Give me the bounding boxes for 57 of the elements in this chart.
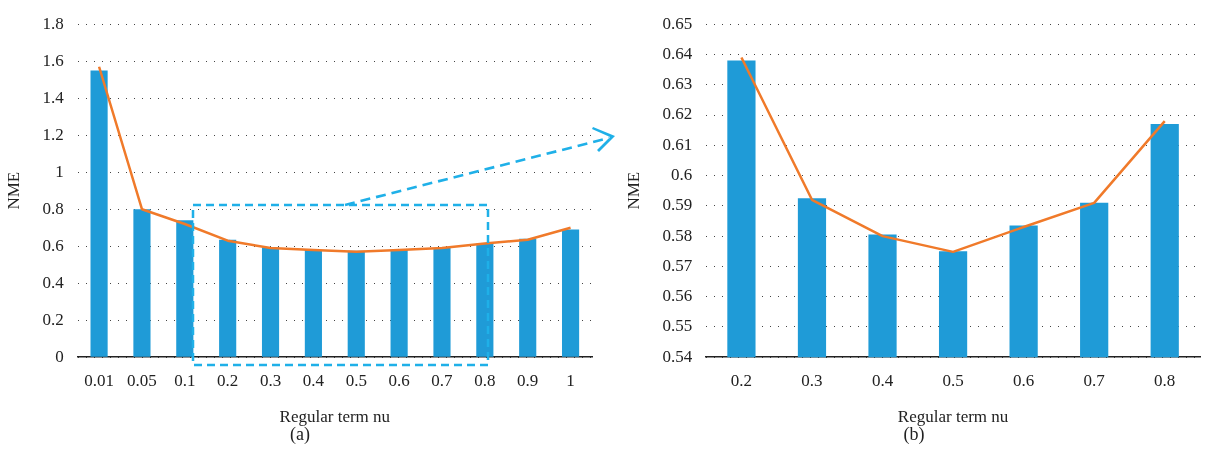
y-tick-label: 0.62 <box>662 104 693 124</box>
x-axis-title: Regular term nu <box>897 407 1009 427</box>
y-tick-label: 1.8 <box>42 13 64 33</box>
y-tick-label: 0.64 <box>662 43 693 63</box>
bar <box>390 249 408 357</box>
x-tick-label: 0.8 <box>474 370 496 390</box>
y-tick-label: 0 <box>55 346 64 366</box>
x-tick-label: 0.2 <box>730 370 753 390</box>
y-tick-label: 0.55 <box>662 316 693 336</box>
x-tick-label: 0.5 <box>942 370 964 390</box>
y-tick-label: 0.8 <box>42 198 64 218</box>
y-tick-label: 0.54 <box>662 346 693 366</box>
bar <box>261 247 280 357</box>
y-axis-title: NME <box>623 171 643 210</box>
y-tick-label: 0.6 <box>42 235 64 255</box>
y-tick-label: 0.63 <box>662 74 693 94</box>
bar <box>433 248 451 357</box>
y-tick-label: 0.4 <box>42 272 65 292</box>
bar <box>347 250 365 357</box>
x-tick-label: 0.5 <box>345 370 367 390</box>
x-tick-label: 0.4 <box>871 370 894 390</box>
y-tick-label: 0.65 <box>662 13 693 33</box>
x-axis-title: Regular term nu <box>279 407 391 427</box>
bar <box>133 209 151 357</box>
bar <box>519 238 537 357</box>
x-tick-label: 0.6 <box>1013 370 1035 390</box>
x-tick-label: 0.9 <box>517 370 539 390</box>
y-axis-title: NME <box>3 171 23 210</box>
x-tick-label: 0.3 <box>801 370 823 390</box>
x-tick-label: 0.3 <box>259 370 282 390</box>
x-tick-label: 0.01 <box>84 370 114 390</box>
y-tick-label: 0.2 <box>42 309 64 329</box>
x-tick-label: 0.6 <box>388 370 410 390</box>
x-tick-label: 0.7 <box>1083 370 1106 390</box>
y-tick-label: 1 <box>55 161 64 181</box>
bar <box>562 229 580 357</box>
y-tick-label: 1.2 <box>42 124 64 144</box>
y-tick-label: 1.4 <box>42 87 65 107</box>
bar <box>219 239 237 357</box>
bar <box>90 70 108 357</box>
y-tick-label: 0.61 <box>662 134 693 154</box>
x-tick-label: 0.7 <box>431 370 454 390</box>
y-tick-label: 1.6 <box>42 50 64 70</box>
x-tick-label: 0.2 <box>217 370 239 390</box>
x-tick-label: 1 <box>566 370 575 390</box>
y-tick-label: 0.57 <box>662 255 693 275</box>
x-tick-label: 0.4 <box>302 370 325 390</box>
y-tick-label: 0.56 <box>662 286 693 306</box>
y-tick-label: 0.58 <box>662 225 693 245</box>
x-tick-label: 0.05 <box>127 370 157 390</box>
bar <box>476 243 494 357</box>
y-tick-label: 0.6 <box>670 165 693 185</box>
y-tick-label: 0.59 <box>662 195 693 215</box>
x-tick-label: 0.1 <box>174 370 196 390</box>
bar <box>176 220 194 357</box>
x-tick-label: 0.8 <box>1154 370 1176 390</box>
bar <box>304 249 322 357</box>
